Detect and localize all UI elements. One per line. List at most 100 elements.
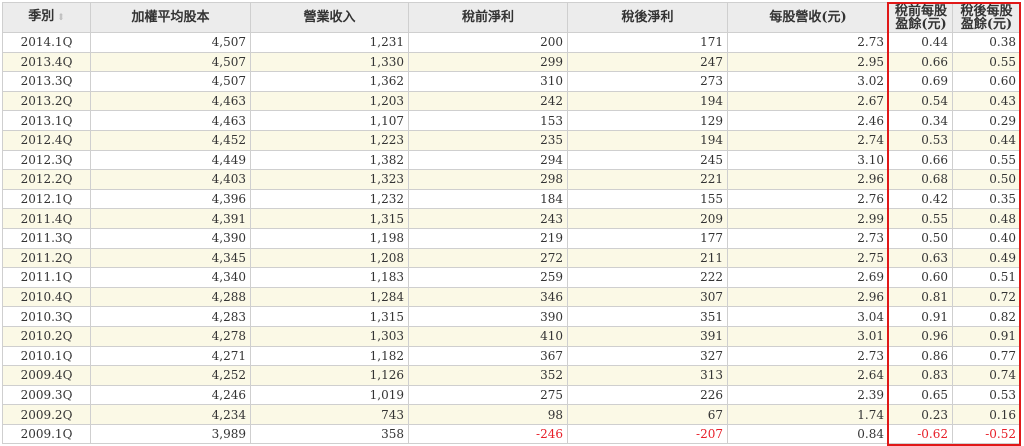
- column-header: 稅後淨利: [567, 2, 728, 33]
- table-row: 2014.1Q 4,507 1,231 200 171 2.73 0.44 0.38: [2, 32, 1021, 53]
- table-cell: -207: [567, 423, 728, 445]
- table-cell: 0.43: [952, 90, 1021, 112]
- table-row: 2013.1Q 4,463 1,107 153 129 2.46 0.34 0.29: [2, 110, 1021, 131]
- table-cell: 226: [567, 384, 728, 406]
- table-cell: 98: [408, 404, 568, 425]
- table-cell: 2009.3Q: [2, 384, 91, 406]
- table-cell: 2.99: [727, 208, 889, 229]
- table-cell: 1,182: [250, 345, 409, 367]
- column-header-label: 加權平均股本: [131, 10, 210, 25]
- sort-arrows-icon[interactable]: ⇕: [54, 13, 65, 23]
- table-cell: 1,107: [250, 110, 409, 131]
- table-row: 2009.4Q 4,252 1,126 352 313 2.64 0.83 0.74: [2, 365, 1021, 386]
- table-cell: 0.86: [888, 345, 953, 367]
- table-cell: 4,288: [90, 286, 251, 308]
- table-cell: -0.52: [952, 423, 1021, 445]
- table-cell: 4,507: [90, 51, 251, 73]
- table-cell: 0.29: [952, 110, 1021, 131]
- table-cell: 0.38: [952, 32, 1021, 53]
- table-row: 2009.1Q 3,989 358 -246 -207 0.84 -0.62 -0.52: [2, 423, 1021, 445]
- table-cell: 4,252: [90, 365, 251, 386]
- table-cell: 3.10: [727, 149, 889, 171]
- table-cell: 358: [250, 423, 409, 445]
- table-row: 2010.2Q 4,278 1,303 410 391 3.01 0.96 0.91: [2, 325, 1021, 347]
- table-cell: 2014.1Q: [2, 32, 91, 53]
- table-cell: 327: [567, 345, 728, 367]
- table-cell: 273: [567, 71, 728, 92]
- table-row: 2010.1Q 4,271 1,182 367 327 2.73 0.86 0.77: [2, 345, 1021, 367]
- table-cell: 0.82: [952, 306, 1021, 327]
- column-header: 稅前淨利: [408, 2, 568, 33]
- table-cell: 743: [250, 404, 409, 425]
- table-cell: 184: [408, 188, 568, 210]
- table-cell: 0.23: [888, 404, 953, 425]
- table-cell: 391: [567, 325, 728, 347]
- table-row: 2011.3Q 4,390 1,198 219 177 2.73 0.50 0.40: [2, 227, 1021, 249]
- table-cell: 171: [567, 32, 728, 53]
- table-cell: -246: [408, 423, 568, 445]
- table-cell: 1,223: [250, 129, 409, 151]
- table-cell: 3.02: [727, 71, 889, 92]
- table-cell: 2012.3Q: [2, 149, 91, 171]
- table-cell: 1,019: [250, 384, 409, 406]
- table-cell: 0.44: [952, 129, 1021, 151]
- table-row: 2009.3Q 4,246 1,019 275 226 2.39 0.65 0.53: [2, 384, 1021, 406]
- table-cell: 242: [408, 90, 568, 112]
- table-cell: 3.04: [727, 306, 889, 327]
- table-cell: 0.51: [952, 267, 1021, 288]
- table-cell: 352: [408, 365, 568, 386]
- table-cell: 2009.4Q: [2, 365, 91, 386]
- column-header-label: 稅後每股盈餘(元): [960, 3, 1013, 32]
- column-header-label: 季別: [28, 9, 55, 24]
- column-header: 每股營收(元): [727, 2, 889, 33]
- table-row: 2013.4Q 4,507 1,330 299 247 2.95 0.66 0.55: [2, 51, 1021, 73]
- column-header: 加權平均股本: [90, 2, 251, 33]
- table-cell: 1,198: [250, 227, 409, 249]
- table-cell: 0.77: [952, 345, 1021, 367]
- table-cell: 4,396: [90, 188, 251, 210]
- table-row: 2010.3Q 4,283 1,315 390 351 3.04 0.91 0.82: [2, 306, 1021, 327]
- table-cell: 129: [567, 110, 728, 131]
- table-cell: 2013.1Q: [2, 110, 91, 131]
- table-cell: 272: [408, 247, 568, 269]
- column-header-label: 稅前淨利: [461, 10, 514, 25]
- table-row: 2012.4Q 4,452 1,223 235 194 2.74 0.53 0.44: [2, 129, 1021, 151]
- table-cell: 0.50: [952, 169, 1021, 190]
- table-cell: 1,323: [250, 169, 409, 190]
- table-cell: 294: [408, 149, 568, 171]
- table-cell: 299: [408, 51, 568, 73]
- table-row: 2011.2Q 4,345 1,208 272 211 2.75 0.63 0.49: [2, 247, 1021, 269]
- table-cell: 2012.2Q: [2, 169, 91, 190]
- column-header[interactable]: 季別 ⇕: [2, 2, 91, 33]
- column-header-label: 稅後淨利: [621, 10, 674, 25]
- table-cell: 3,989: [90, 423, 251, 445]
- table-cell: 410: [408, 325, 568, 347]
- table-cell: 0.72: [952, 286, 1021, 308]
- table-cell: 177: [567, 227, 728, 249]
- table-cell: 1,315: [250, 306, 409, 327]
- table-cell: 243: [408, 208, 568, 229]
- table-cell: 155: [567, 188, 728, 210]
- table-cell: 2.39: [727, 384, 889, 406]
- table-cell: 235: [408, 129, 568, 151]
- table-cell: 0.74: [952, 365, 1021, 386]
- table-cell: 2.75: [727, 247, 889, 269]
- table-cell: 2011.1Q: [2, 267, 91, 288]
- table-cell: 4,507: [90, 32, 251, 53]
- table-cell: 4,246: [90, 384, 251, 406]
- table-cell: 0.81: [888, 286, 953, 308]
- table-cell: 4,452: [90, 129, 251, 151]
- table-cell: 2.96: [727, 286, 889, 308]
- table-cell: 275: [408, 384, 568, 406]
- table-cell: 0.60: [952, 71, 1021, 92]
- table-cell: 2013.4Q: [2, 51, 91, 73]
- table-cell: 2009.2Q: [2, 404, 91, 425]
- table-cell: 1,183: [250, 267, 409, 288]
- table-cell: 67: [567, 404, 728, 425]
- table-cell: 153: [408, 110, 568, 131]
- table-cell: 0.65: [888, 384, 953, 406]
- table-cell: 2.95: [727, 51, 889, 73]
- table-cell: 2.73: [727, 32, 889, 53]
- table-cell: 1,362: [250, 71, 409, 92]
